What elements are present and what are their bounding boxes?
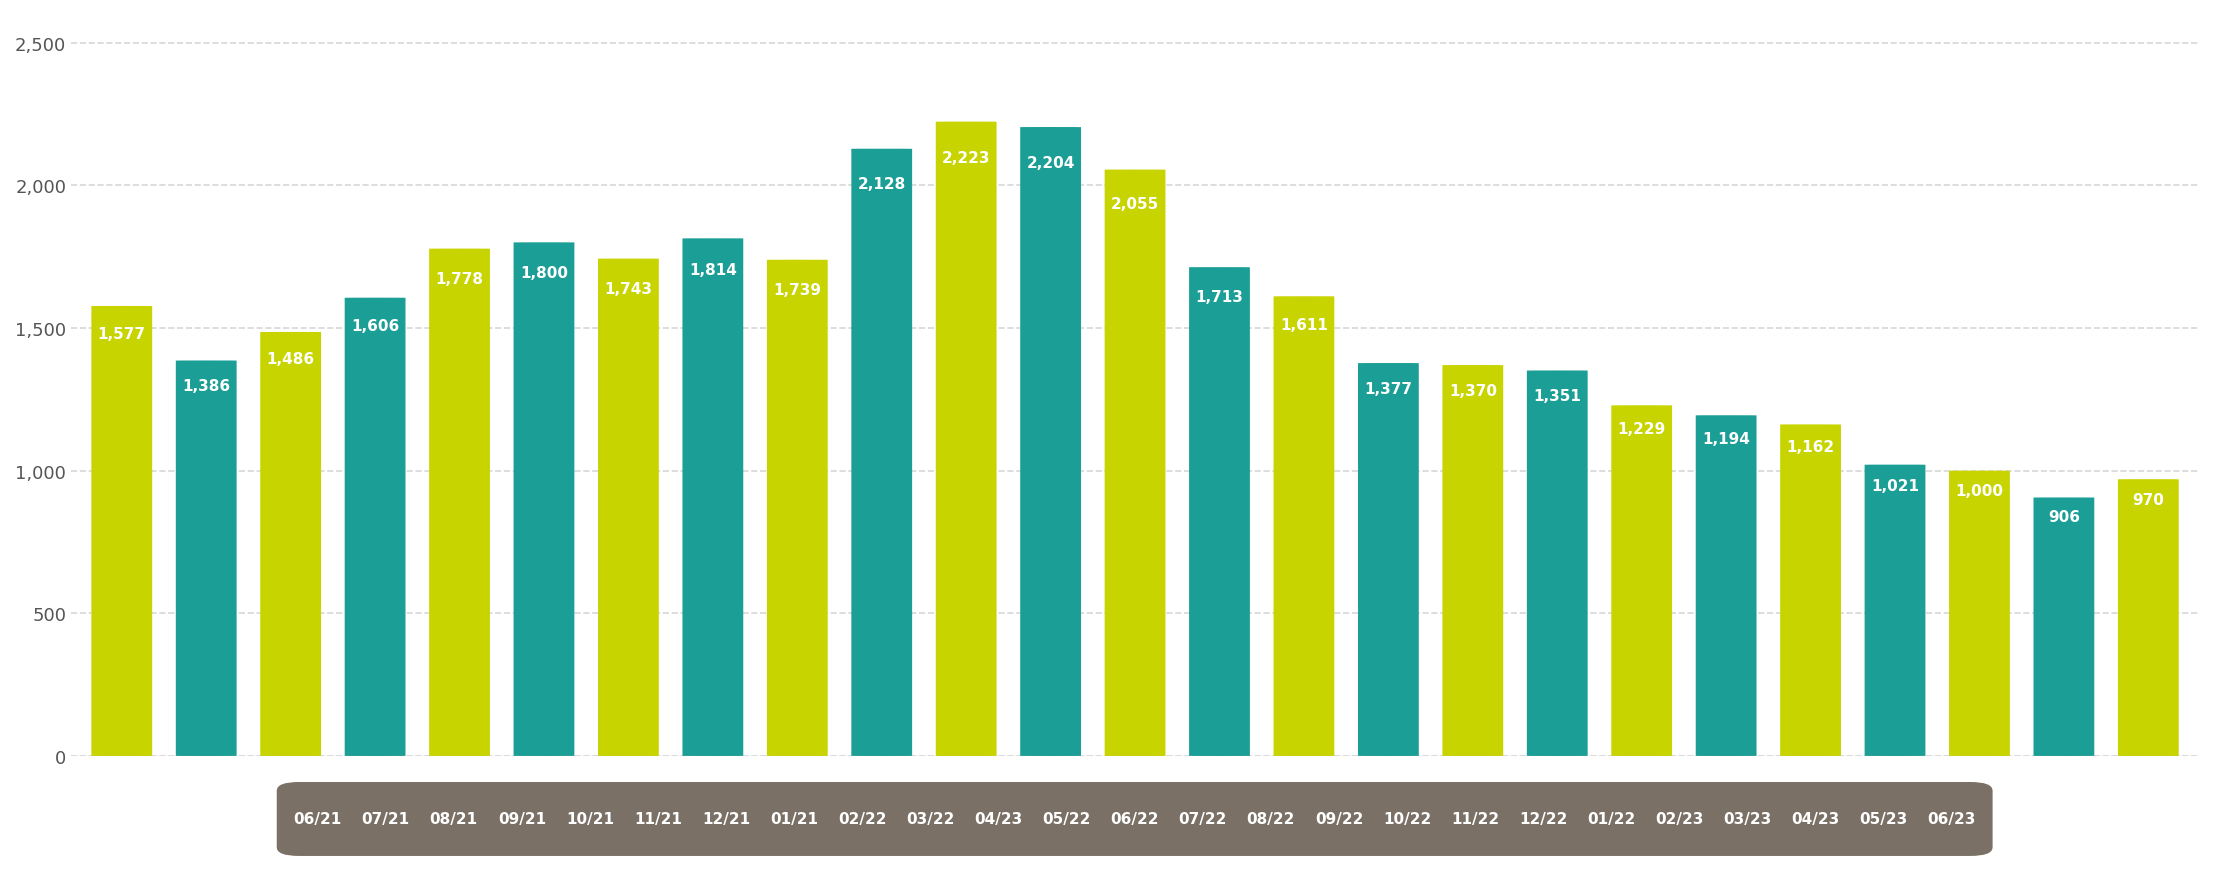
FancyBboxPatch shape xyxy=(91,307,153,756)
Text: 05/22: 05/22 xyxy=(1043,812,1092,826)
Text: 11/21: 11/21 xyxy=(633,812,682,826)
Text: 02/23: 02/23 xyxy=(1656,812,1703,826)
Text: 1,778: 1,778 xyxy=(436,272,483,287)
FancyBboxPatch shape xyxy=(175,361,237,756)
Text: 10/22: 10/22 xyxy=(1384,812,1430,826)
Text: 1,611: 1,611 xyxy=(1280,317,1328,333)
FancyBboxPatch shape xyxy=(1864,465,1926,756)
Text: 12/22: 12/22 xyxy=(1519,812,1568,826)
Text: 06/21: 06/21 xyxy=(294,812,341,826)
Text: 1,377: 1,377 xyxy=(1364,381,1413,396)
Text: 04/23: 04/23 xyxy=(974,812,1023,826)
FancyBboxPatch shape xyxy=(1189,268,1251,756)
Text: 2,128: 2,128 xyxy=(857,176,906,192)
FancyBboxPatch shape xyxy=(2032,498,2094,756)
Text: 11/22: 11/22 xyxy=(1450,812,1499,826)
Text: 01/21: 01/21 xyxy=(770,812,819,826)
Text: 03/22: 03/22 xyxy=(906,812,954,826)
Text: 1,800: 1,800 xyxy=(520,266,569,281)
Text: 08/21: 08/21 xyxy=(430,812,478,826)
Text: 1,194: 1,194 xyxy=(1703,431,1749,446)
FancyBboxPatch shape xyxy=(430,249,489,756)
FancyBboxPatch shape xyxy=(1441,366,1503,756)
Text: 1,162: 1,162 xyxy=(1787,440,1835,454)
Text: 09/21: 09/21 xyxy=(498,812,547,826)
FancyBboxPatch shape xyxy=(1105,170,1165,756)
Text: 08/22: 08/22 xyxy=(1246,812,1295,826)
Text: 02/22: 02/22 xyxy=(839,812,886,826)
Text: 05/23: 05/23 xyxy=(1860,812,1908,826)
Text: 09/22: 09/22 xyxy=(1315,812,1364,826)
Text: 1,000: 1,000 xyxy=(1955,484,2004,499)
Text: 07/21: 07/21 xyxy=(361,812,410,826)
Text: 2,223: 2,223 xyxy=(941,151,990,166)
FancyBboxPatch shape xyxy=(2119,480,2179,756)
FancyBboxPatch shape xyxy=(514,243,573,756)
FancyBboxPatch shape xyxy=(937,123,996,756)
FancyBboxPatch shape xyxy=(682,239,744,756)
FancyBboxPatch shape xyxy=(1612,406,1672,756)
FancyBboxPatch shape xyxy=(1780,425,1842,756)
Text: 2,204: 2,204 xyxy=(1027,156,1074,171)
Text: 906: 906 xyxy=(2048,509,2079,525)
FancyBboxPatch shape xyxy=(1357,363,1419,756)
FancyBboxPatch shape xyxy=(1948,471,2010,756)
Text: 970: 970 xyxy=(2132,492,2165,507)
Text: 1,229: 1,229 xyxy=(1618,421,1665,436)
Text: 1,021: 1,021 xyxy=(1871,478,1920,494)
FancyBboxPatch shape xyxy=(766,261,828,756)
FancyBboxPatch shape xyxy=(1021,128,1080,756)
FancyBboxPatch shape xyxy=(1696,415,1756,756)
FancyBboxPatch shape xyxy=(852,149,912,756)
FancyBboxPatch shape xyxy=(261,333,321,756)
Text: 1,486: 1,486 xyxy=(266,352,314,367)
FancyBboxPatch shape xyxy=(1528,371,1587,756)
Text: 1,713: 1,713 xyxy=(1196,289,1244,305)
FancyBboxPatch shape xyxy=(1273,297,1335,756)
Text: 1,577: 1,577 xyxy=(97,327,146,342)
Text: 1,386: 1,386 xyxy=(182,379,230,394)
Text: 1,351: 1,351 xyxy=(1534,388,1581,403)
Text: 06/22: 06/22 xyxy=(1111,812,1158,826)
FancyBboxPatch shape xyxy=(345,298,405,756)
Text: 1,606: 1,606 xyxy=(352,319,399,334)
Text: 03/23: 03/23 xyxy=(1722,812,1771,826)
Text: 1,814: 1,814 xyxy=(689,262,737,277)
Text: 2,055: 2,055 xyxy=(1111,196,1160,212)
Text: 1,739: 1,739 xyxy=(773,282,821,298)
Text: 1,743: 1,743 xyxy=(604,282,653,296)
FancyBboxPatch shape xyxy=(598,259,660,756)
Text: 06/23: 06/23 xyxy=(1928,812,1975,826)
Text: 10/21: 10/21 xyxy=(567,812,613,826)
Text: 01/22: 01/22 xyxy=(1587,812,1636,826)
Text: 07/22: 07/22 xyxy=(1178,812,1227,826)
Text: 12/21: 12/21 xyxy=(702,812,751,826)
Text: 04/23: 04/23 xyxy=(1791,812,1840,826)
Text: 1,370: 1,370 xyxy=(1448,383,1497,398)
